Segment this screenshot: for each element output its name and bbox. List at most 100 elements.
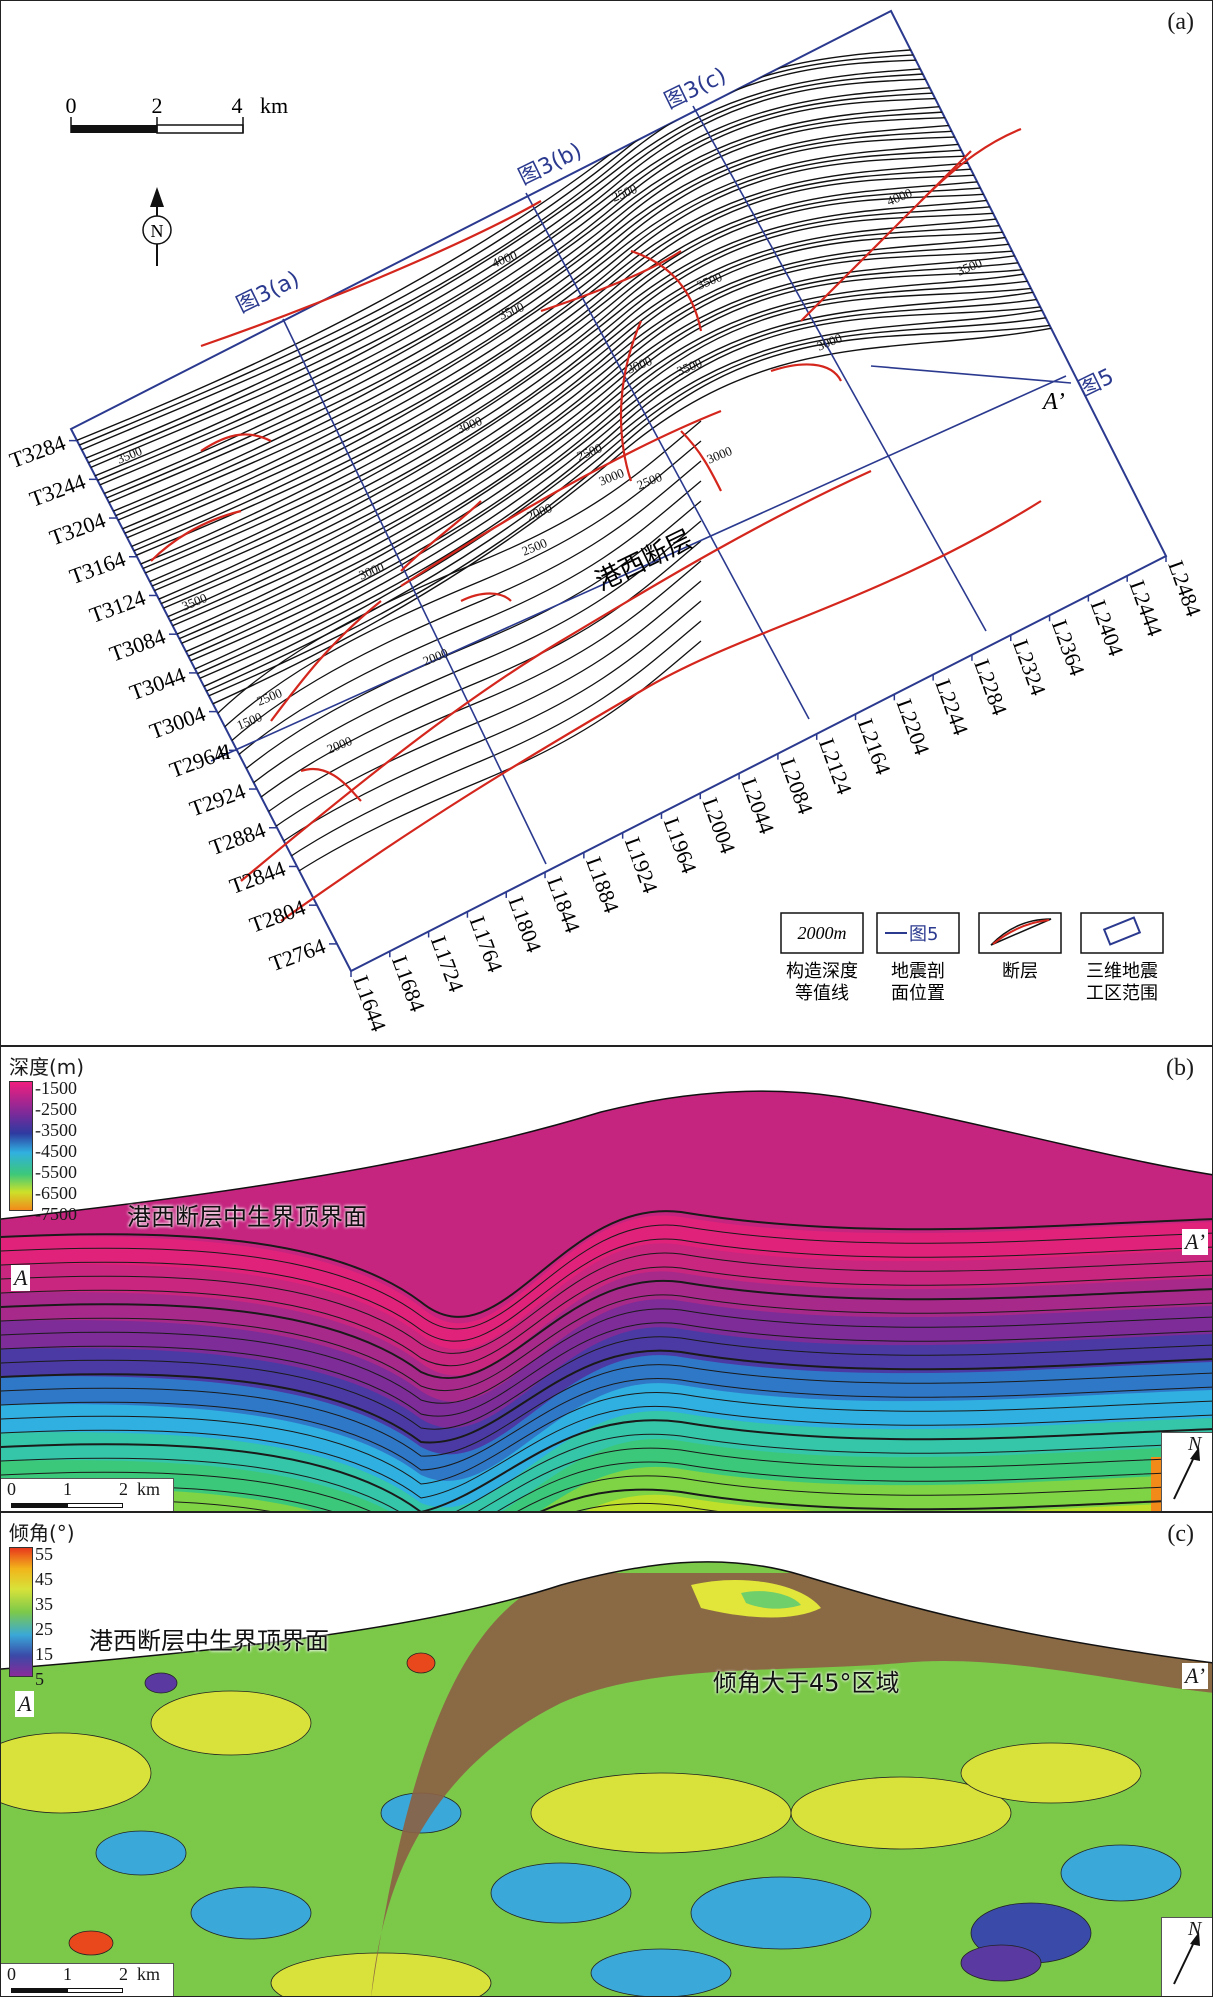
depth-contour [1,1224,1212,1330]
scale-tick: 4 [232,93,243,118]
inline-label: T3004 [146,701,209,744]
contour-value: 2500 [519,535,549,559]
depth-band [1,1467,1212,1511]
dip-patch [960,1742,1142,1804]
depth-contour [1,1238,1212,1342]
dip-surface [1,1561,1212,1996]
inline-label: T3284 [6,430,69,473]
colorbar-tick: 55 [35,1544,53,1564]
inline-label: T3124 [86,585,149,628]
legend-text: 三维地震 [1086,961,1158,982]
depth-contour [1,1461,1212,1511]
contour-value: 2500 [574,440,604,464]
inline-label: T3244 [26,469,89,512]
depth-contour [1,1447,1212,1511]
legend-text: 地震剖 [891,961,945,982]
line-end-label: A’ [1041,389,1065,415]
crossline-label: L2084 [775,755,818,818]
legend-symbol: 图5 [909,924,938,945]
north-arrow-icon: N [1161,1917,1212,1996]
contour-line [71,200,1166,701]
panel-c-dip-surface: (c) 倾角(°) 55 45 35 25 15 5 港西断层中生界顶界面 倾角大于45°… [0,1512,1213,1997]
colorbar-tick: -1500 [35,1078,77,1098]
colorbar-tick: 25 [35,1619,53,1639]
inline-label: T2884 [206,817,269,860]
fault-line [150,509,242,562]
inline-label: T2924 [186,778,249,821]
fault-line [800,150,972,322]
end-a-label: A [11,1265,31,1291]
depth-contour [1,1392,1212,1485]
dip-patch [68,1930,114,1956]
scale-unit: km [260,93,288,118]
fault-line [770,363,842,382]
contour-line [71,11,1166,472]
panel-b-depth-surface: (b) 深度(m) -1500 -2500 -3500 -4500 -5500 -6500… [0,1046,1213,1512]
dip-patch [690,1876,872,1950]
scale-unit: km [137,1964,161,1984]
legend-text: 断层 [1002,961,1038,982]
colorbar-tick: -4500 [35,1141,77,1161]
scale-tick: 2 [119,1479,128,1499]
crossline-label: L2004 [698,794,741,857]
colorbar-tick: 35 [35,1594,53,1614]
crossline-label: L2284 [969,656,1012,719]
contour-line [71,70,1166,565]
colorbar-tick: -6500 [35,1183,77,1203]
survey-area-icon [1102,916,1142,946]
panel-label: (a) [1167,9,1194,35]
dip-patch [150,1690,312,1756]
crossline-label: L1804 [504,893,547,956]
crossline-label: L2044 [736,775,779,838]
crossline-label: L2244 [930,676,973,739]
contour-value: 2000 [420,645,450,669]
crossline-label: L2444 [1124,577,1167,640]
contour-line [190,520,702,842]
section-label: 图3(c) [661,63,731,114]
scale-unit: km [137,1479,161,1499]
contour-value: 1500 [234,709,264,733]
depth-contour [1,1349,1212,1444]
fault-line [280,500,1042,922]
legend-text: 面位置 [891,983,945,1004]
crossline-label: L1964 [659,814,702,877]
depth-contour [1,1294,1212,1392]
contour-line [190,420,702,742]
depth-contour [1,1488,1212,1511]
contour-line [190,560,702,882]
north-label: N [1188,1918,1202,1940]
inline-label: T3084 [106,623,169,666]
depth-contour [1,1252,1212,1354]
depth-colorbar [9,1081,33,1211]
colorbar-tick: -7500 [35,1204,77,1224]
fault-line [630,249,703,332]
dip-patch [144,1672,178,1694]
crossline-label: L2164 [853,715,896,778]
scale-tick: 2 [152,93,163,118]
legend: 2000m 构造深度 等值线 图5 地震剖 面位置 断层 三维地震 工区范围 [780,912,1164,1004]
dip-patch [270,1952,492,1996]
scale-tick: 1 [63,1479,72,1499]
contour-value: 2000 [324,733,354,757]
fault-line [400,409,722,587]
section-label: 图5 [1075,364,1118,402]
dip-patch [790,1776,1012,1850]
surface-outline [1,1090,1212,1220]
contour-value: 2500 [609,181,639,205]
contour-line [71,207,1166,715]
panel-label: (c) [1167,1521,1194,1547]
contour-line [190,440,702,762]
depth-contour [1,1322,1212,1417]
crossline-label: L2404 [1086,597,1129,660]
contour-line [190,540,702,862]
surface-outline [1,1561,1212,1670]
scale-tick: 0 [7,1479,16,1499]
inline-label: T2764 [266,933,329,976]
dip-patch [590,1948,732,1996]
fault-line [920,127,1022,202]
fault-line [619,320,643,482]
fault-line [240,469,872,882]
depth-contour [1,1210,1212,1318]
fault-line [270,600,382,722]
inline-label: T3164 [66,546,129,589]
